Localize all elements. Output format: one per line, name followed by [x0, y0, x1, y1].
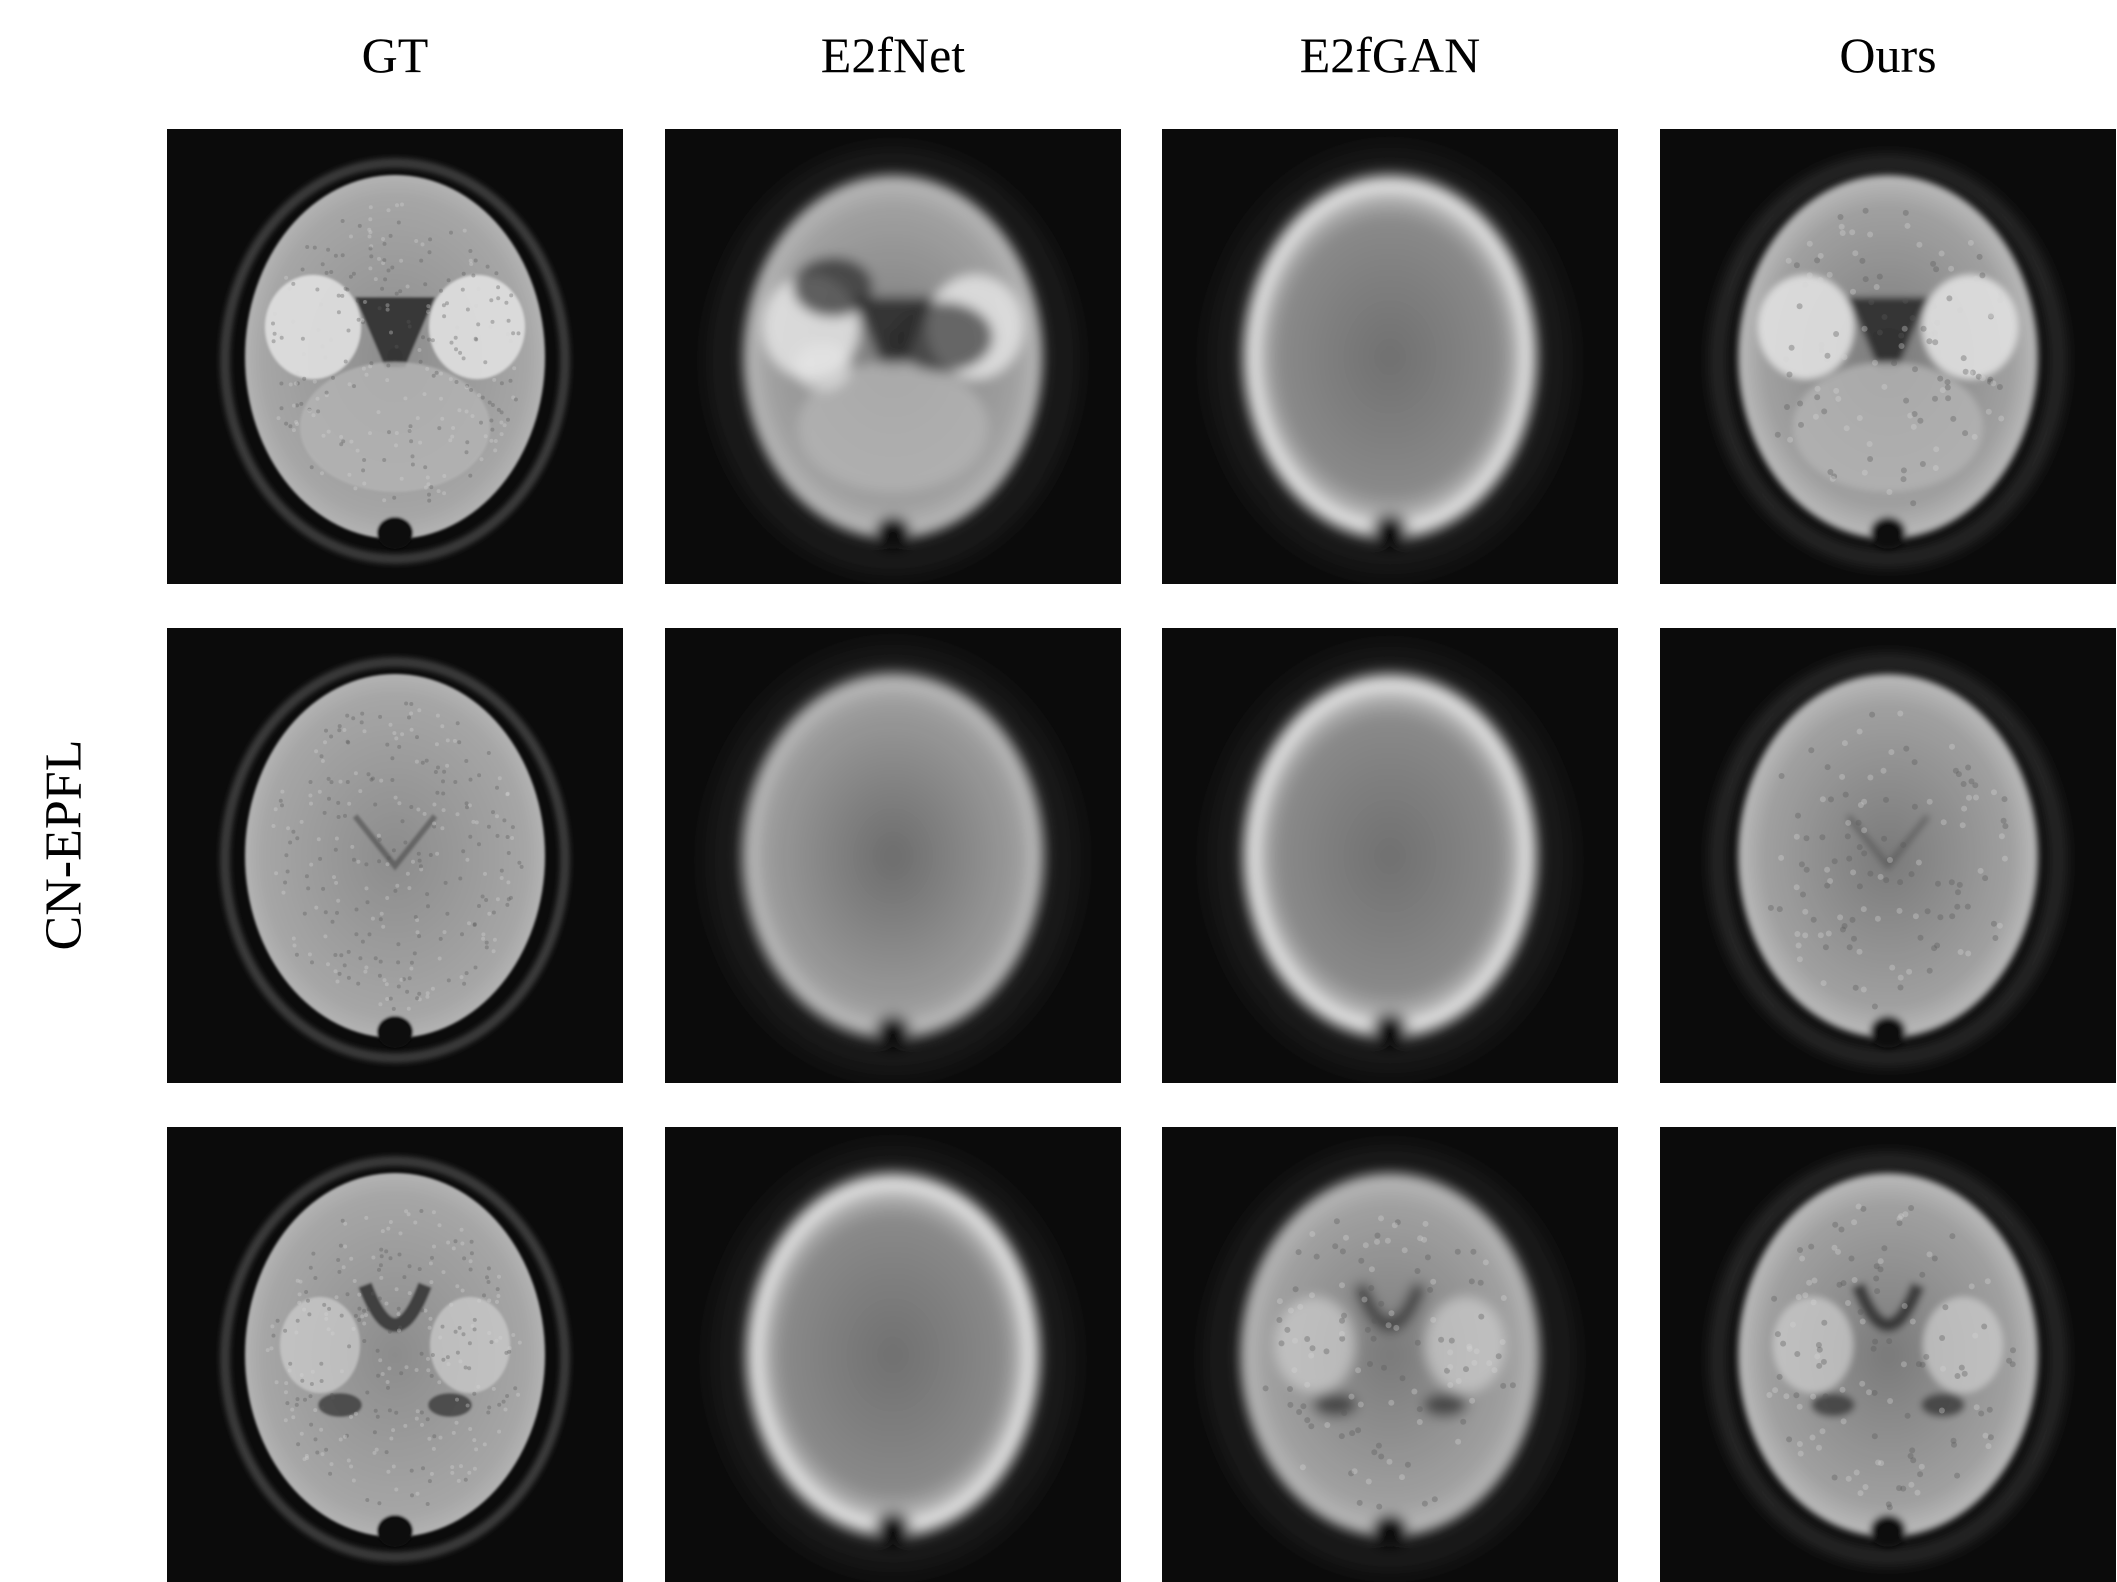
brain-scan-e2fgan-row2	[1162, 628, 1618, 1083]
brain-scan-e2fgan-row3	[1162, 1127, 1618, 1582]
brain-scan-ours-row1	[1660, 129, 2116, 584]
column-header-gt: GT	[361, 27, 429, 83]
brain-scan-e2fnet-row2	[665, 628, 1121, 1083]
brain-scan-gt-row2	[167, 628, 623, 1083]
column-header-e2fgan: E2fGAN	[1299, 27, 1481, 83]
row-label: CN-EPFL	[35, 739, 93, 951]
column-header-e2fnet: E2fNet	[820, 27, 966, 83]
brain-scan-e2fnet-row3	[665, 1127, 1121, 1582]
brain-scan-gt-row1	[167, 129, 623, 584]
brain-scan-ours-row2	[1660, 628, 2116, 1083]
brain-scan-ours-row3	[1660, 1127, 2116, 1582]
brain-scan-gt-row3	[167, 1127, 623, 1582]
column-header-ours: Ours	[1839, 27, 1937, 83]
brain-scan-e2fnet-row1	[665, 129, 1121, 584]
brain-scan-e2fgan-row1	[1162, 129, 1618, 584]
